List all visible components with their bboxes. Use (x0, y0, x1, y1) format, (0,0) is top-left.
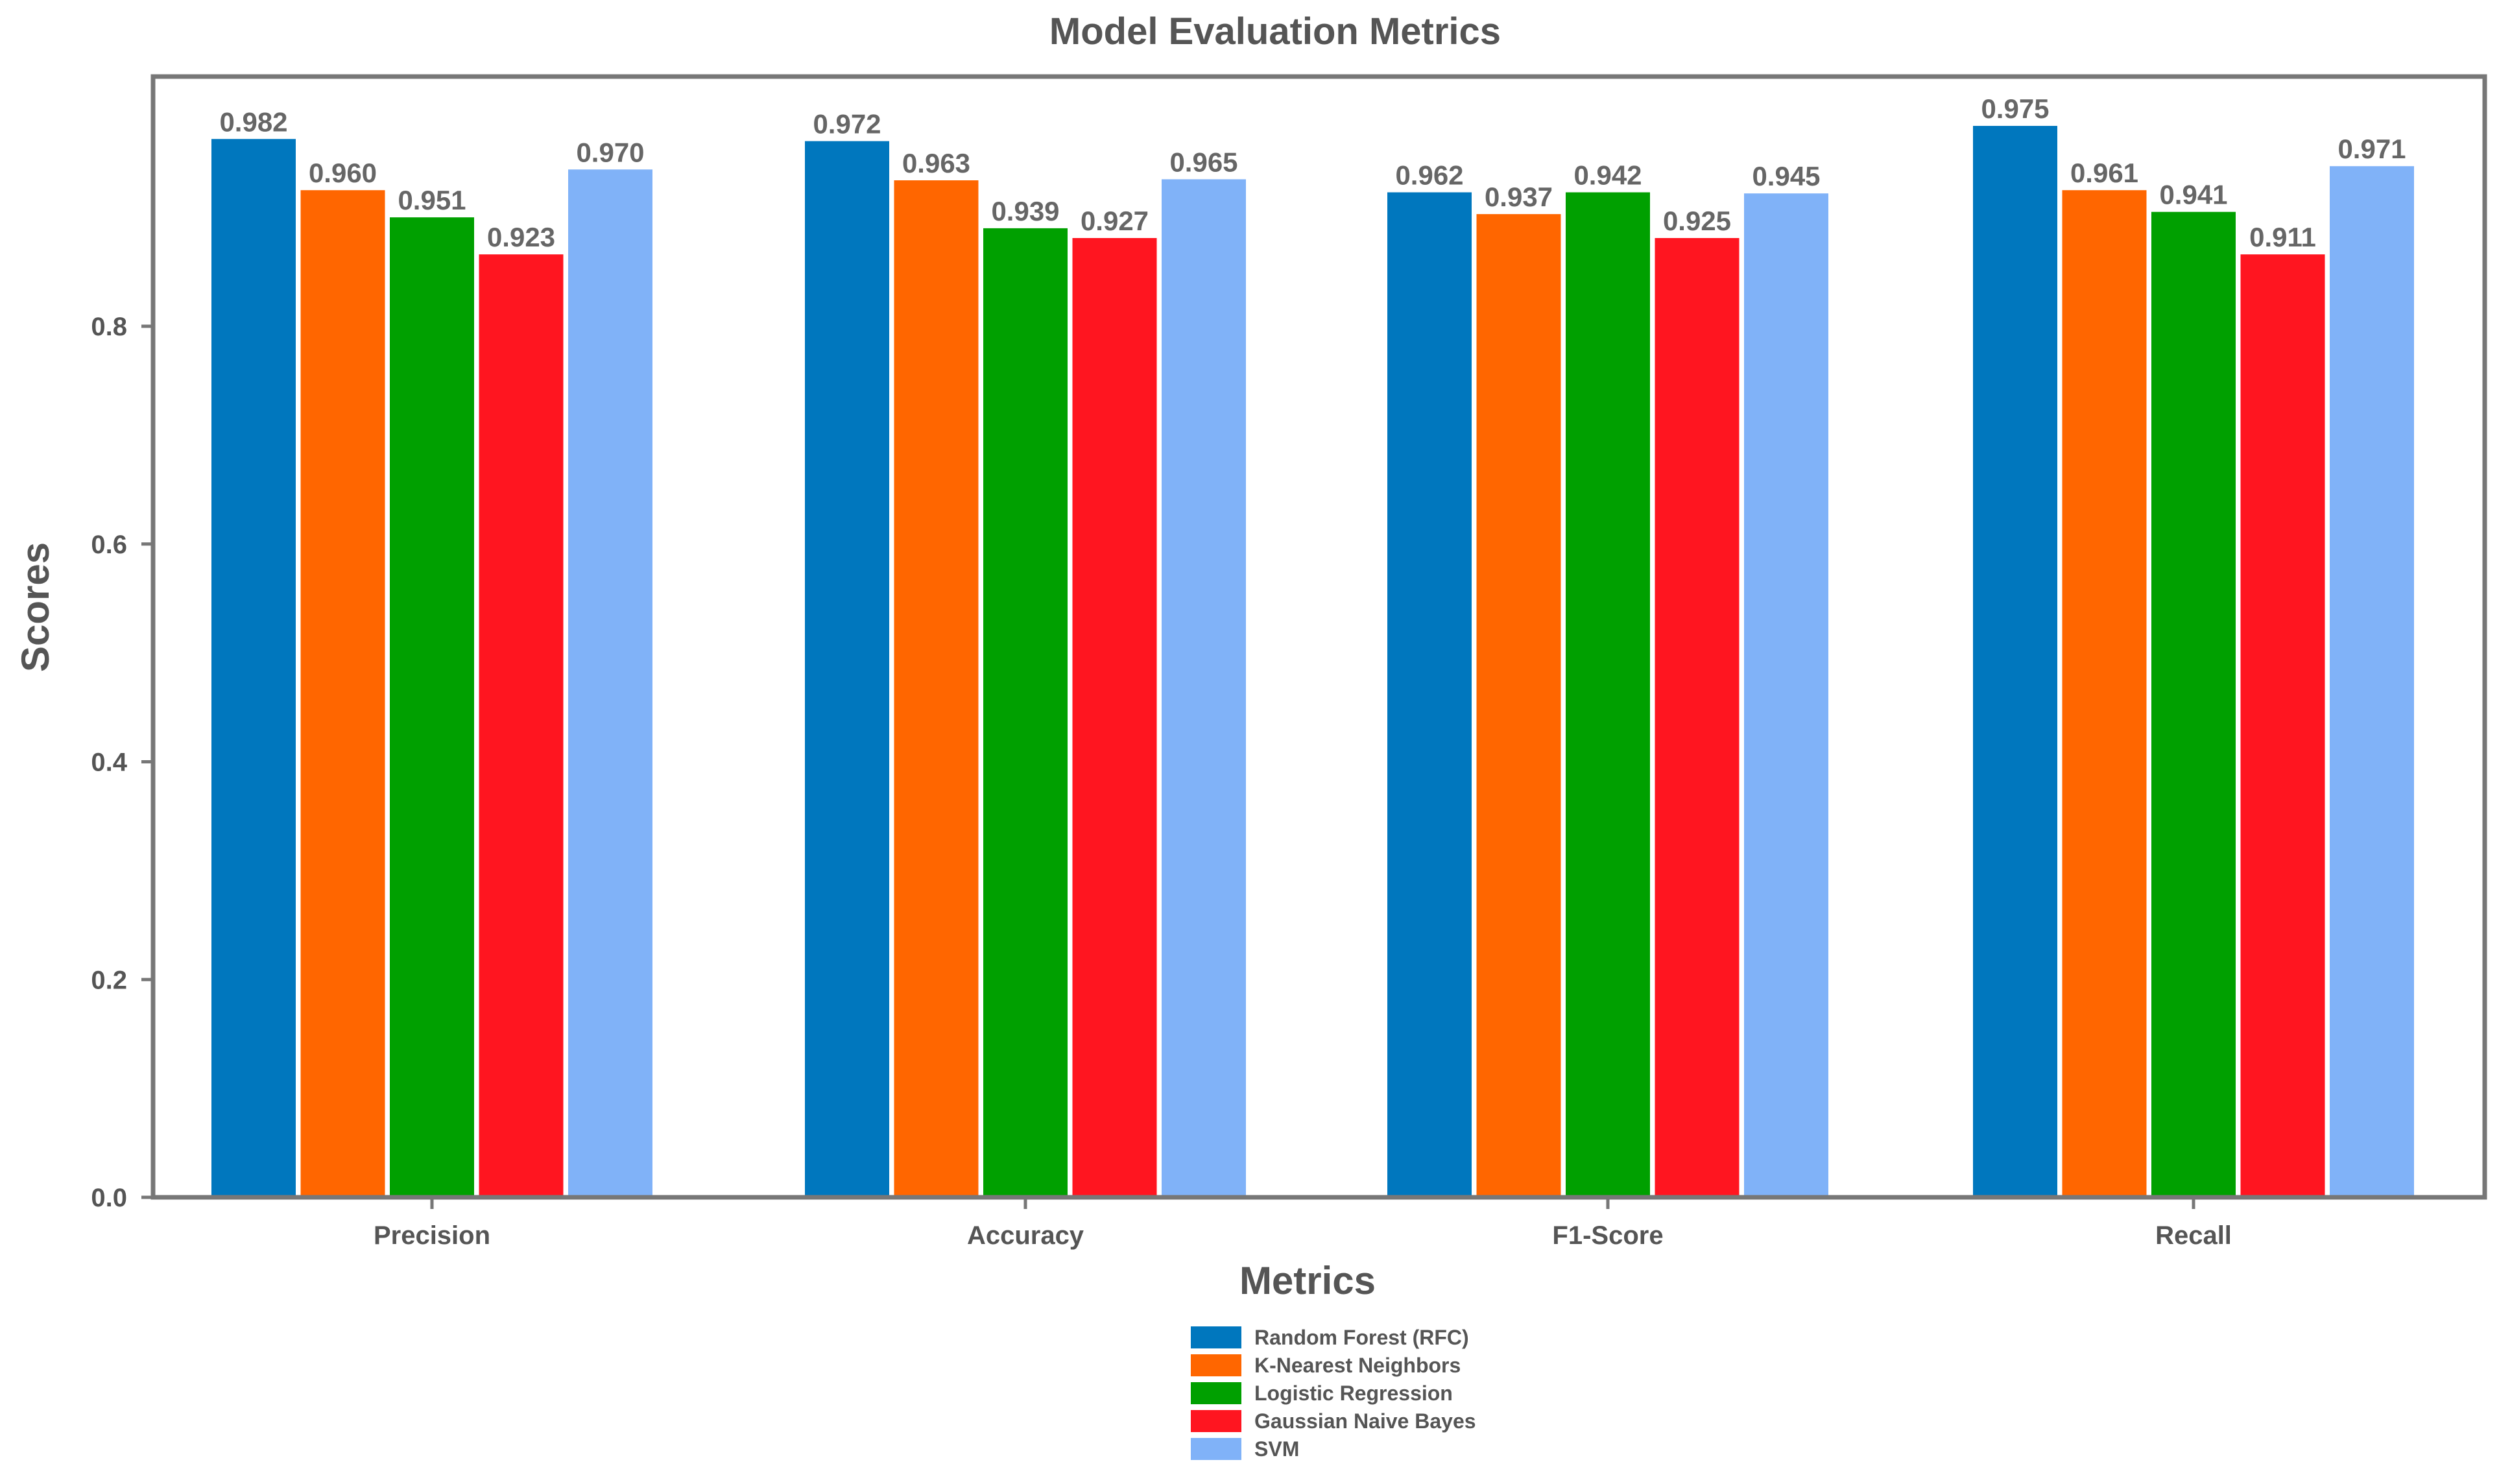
value-label: 0.963 (902, 148, 970, 178)
legend-label: SVM (1254, 1437, 1299, 1461)
plot-frame (150, 74, 2487, 1200)
value-label: 0.972 (813, 109, 881, 139)
y-tick-label: 0.4 (91, 748, 127, 777)
bar-f1-score-4 (1744, 193, 1828, 1198)
bar-precision-1 (300, 190, 385, 1198)
value-label: 0.923 (487, 222, 555, 252)
bar-accuracy-1 (894, 180, 979, 1197)
legend-swatch (1191, 1326, 1241, 1348)
value-label: 0.942 (1573, 160, 1642, 191)
x-axis-label: Metrics (1239, 1259, 1376, 1302)
value-label: 0.970 (576, 137, 644, 167)
bar-f1-score-1 (1476, 214, 1561, 1198)
value-label: 0.927 (1081, 206, 1149, 236)
bar-f1-score-2 (1566, 192, 1650, 1197)
bar-accuracy-0 (805, 141, 889, 1198)
legend-swatch (1191, 1410, 1241, 1432)
bar-accuracy-3 (1072, 238, 1157, 1197)
chart-title: Model Evaluation Metrics (1049, 10, 1501, 53)
bar-f1-score-0 (1387, 192, 1472, 1197)
bar-recall-4 (2330, 166, 2414, 1198)
value-label: 0.960 (309, 158, 377, 188)
value-labels-layer: 0.982 0.960 0.951 0.923 0.970 0.972 0.963 0.939… (219, 93, 2406, 252)
bar-f1-score-3 (1655, 238, 1740, 1197)
legend-label: Logistic Regression (1254, 1382, 1453, 1405)
value-label: 0.937 (1485, 182, 1553, 212)
x-tick-label: Accuracy (967, 1221, 1084, 1250)
value-label: 0.911 (2249, 222, 2316, 252)
value-label: 0.945 (1752, 161, 1820, 191)
bar-precision-3 (479, 254, 564, 1198)
legend-label: Random Forest (RFC) (1254, 1326, 1469, 1349)
legend-label: Gaussian Naive Bayes (1254, 1409, 1476, 1433)
bar-accuracy-2 (983, 228, 1068, 1197)
bar-recall-1 (2062, 190, 2147, 1198)
legend-swatch (1191, 1438, 1241, 1460)
y-tick-label: 0.6 (91, 531, 127, 559)
value-label: 0.925 (1663, 206, 1731, 236)
y-tick-label: 0.0 (91, 1184, 127, 1212)
value-label: 0.951 (398, 185, 466, 215)
bar-precision-0 (211, 139, 296, 1197)
x-tick-label: Recall (2155, 1221, 2232, 1250)
bars-layer (211, 126, 2414, 1198)
value-label: 0.939 (991, 196, 1059, 226)
legend: Random Forest (RFC) K-Nearest Neighbors Lo… (1191, 1326, 1476, 1461)
y-axis-label: Scores (14, 542, 57, 672)
bar-precision-4 (568, 169, 652, 1197)
x-tick-label: F1-Score (1552, 1221, 1663, 1250)
bar-accuracy-4 (1162, 179, 1246, 1197)
value-label: 0.962 (1395, 160, 1463, 191)
value-label: 0.971 (2338, 134, 2406, 164)
bar-precision-2 (390, 217, 474, 1198)
x-tick-label: Precision (374, 1221, 490, 1250)
value-label: 0.975 (1981, 93, 2049, 124)
x-axis: Precision Accuracy F1-Score Recall (374, 1197, 2232, 1250)
value-label: 0.961 (2070, 158, 2138, 188)
legend-swatch (1191, 1354, 1241, 1376)
value-label: 0.965 (1169, 147, 1238, 177)
bar-recall-3 (2240, 254, 2325, 1198)
bar-recall-0 (1973, 126, 2057, 1198)
bar-recall-2 (2151, 211, 2236, 1198)
y-axis: 0.0 0.2 0.4 0.6 0.8 (91, 313, 153, 1212)
legend-label: K-Nearest Neighbors (1254, 1354, 1461, 1377)
legend-swatch (1191, 1382, 1241, 1404)
value-label: 0.941 (2159, 180, 2227, 210)
y-tick-label: 0.8 (91, 313, 127, 341)
value-label: 0.982 (219, 106, 287, 137)
y-tick-label: 0.2 (91, 966, 127, 994)
